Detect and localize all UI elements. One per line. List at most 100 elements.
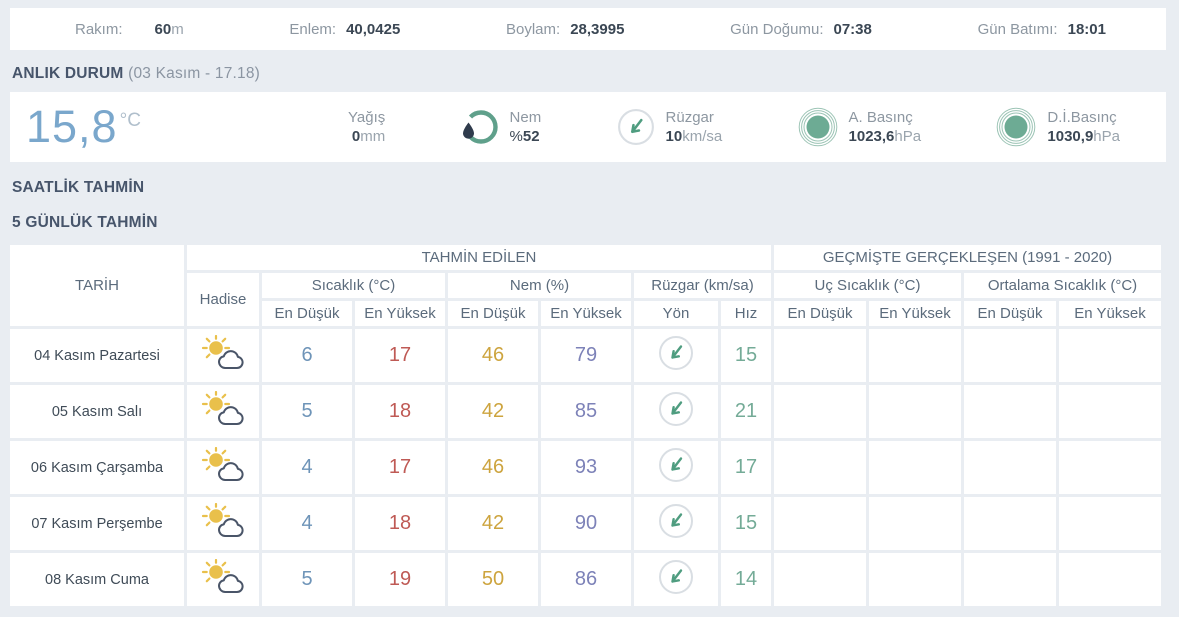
cell-hist-avg-max xyxy=(1059,329,1161,382)
cell-wind-speed: 15 xyxy=(721,497,771,550)
precipitation-unit: mm xyxy=(360,128,386,145)
header-date: TARİH xyxy=(10,245,184,326)
current-timestamp: (03 Kasım - 17.18) xyxy=(128,65,261,82)
altitude-unit: m xyxy=(171,20,184,38)
header-temp-min: En Düşük xyxy=(262,301,352,326)
daily-forecast-title: 5 GÜNLÜK TAHMİN xyxy=(12,214,158,231)
current-metrics: Yağış 0mm Nem %52 xyxy=(348,107,1166,147)
cell-hum-min: 46 xyxy=(448,329,538,382)
cell-date: 06 Kasım Çarşamba xyxy=(10,441,184,494)
header-extreme-max: En Yüksek xyxy=(869,301,961,326)
cell-condition xyxy=(187,497,259,550)
cell-wind-direction xyxy=(634,553,718,606)
header-temp-max: En Yüksek xyxy=(355,301,445,326)
cell-wind-direction xyxy=(634,385,718,438)
cell-temp-max: 19 xyxy=(355,553,445,606)
cell-condition xyxy=(187,329,259,382)
header-average-max: En Yüksek xyxy=(1059,301,1161,326)
cell-wind-direction xyxy=(634,441,718,494)
sunrise-label: Gün Doğumu: xyxy=(730,20,824,38)
cell-temp-min: 4 xyxy=(262,497,352,550)
header-temperature: Sıcaklık (°C) xyxy=(262,273,445,298)
cell-hum-min: 46 xyxy=(448,441,538,494)
droplet-arc-icon xyxy=(462,110,498,144)
cell-hist-extreme-max xyxy=(869,329,961,382)
precipitation-value: 0 xyxy=(351,128,361,145)
latitude-label: Enlem: xyxy=(289,20,337,38)
wind-label: Rüzgar xyxy=(665,108,714,126)
current-temperature: 15,8 °C xyxy=(26,101,348,153)
wind-direction-icon xyxy=(659,504,693,538)
cell-temp-min: 5 xyxy=(262,385,352,438)
cell-hum-max: 93 xyxy=(541,441,631,494)
cell-hist-extreme-max xyxy=(869,385,961,438)
forecast-table: TARİH TAHMİN EDİLEN GEÇMİŞTE GERÇEKLEŞEN… xyxy=(7,242,1164,609)
wind-direction-icon xyxy=(659,560,693,594)
humidity-prefix: % xyxy=(509,128,523,145)
wind-unit: km/sa xyxy=(682,128,723,145)
table-row: 08 Kasım Cuma 5 19 50 86 14 xyxy=(10,553,1161,606)
header-extreme-min: En Düşük xyxy=(774,301,866,326)
wind-direction-icon xyxy=(659,336,693,370)
station-info-bar: Rakım: 60m Enlem: 40,0425 Boylam: 28,399… xyxy=(10,8,1166,50)
wind-direction-icon xyxy=(659,392,693,426)
wind-value: 10 xyxy=(665,128,683,145)
latitude-value: 40,0425 xyxy=(346,20,401,38)
cell-hist-extreme-min xyxy=(774,441,866,494)
sea-pressure-unit: hPa xyxy=(1093,128,1120,145)
header-event: Hadise xyxy=(187,273,259,326)
cell-hist-avg-max xyxy=(1059,385,1161,438)
sea-pressure-value: 1030,9 xyxy=(1047,128,1094,145)
cell-hist-extreme-max xyxy=(869,441,961,494)
header-wind: Rüzgar (km/sa) xyxy=(634,273,771,298)
cell-hum-max: 86 xyxy=(541,553,631,606)
current-section-title: ANLIK DURUM (03 Kasım - 17.18) xyxy=(12,65,1166,83)
cell-hist-avg-min xyxy=(964,553,1056,606)
hourly-forecast-title: SAATLİK TAHMİN xyxy=(12,179,145,196)
humidity-label: Nem xyxy=(509,108,542,126)
sea-level-pressure-metric: D.İ.Basınç 1030,9hPa xyxy=(996,107,1120,147)
header-predicted: TAHMİN EDİLEN xyxy=(187,245,771,270)
cell-hist-extreme-min xyxy=(774,329,866,382)
cell-temp-min: 5 xyxy=(262,553,352,606)
altitude-value: 60 xyxy=(154,20,172,38)
humidity-value: 52 xyxy=(522,128,540,145)
partly-cloudy-icon xyxy=(201,390,244,425)
humidity-metric: Nem %52 xyxy=(461,108,542,147)
cell-wind-direction xyxy=(634,329,718,382)
cell-hum-min: 42 xyxy=(448,497,538,550)
partly-cloudy-icon xyxy=(201,334,244,369)
cell-hist-avg-min xyxy=(964,497,1056,550)
altitude-item: Rakım: 60m xyxy=(75,21,184,38)
partly-cloudy-icon xyxy=(201,558,244,593)
cell-hist-avg-min xyxy=(964,329,1056,382)
pressure-unit: hPa xyxy=(894,128,922,145)
altitude-label: Rakım: xyxy=(75,20,123,38)
sunrise-value: 07:38 xyxy=(833,20,872,38)
forecast-table-body: 04 Kasım Pazartesi 6 17 46 79 15 05 Kası… xyxy=(10,329,1161,606)
precipitation-metric: Yağış 0mm xyxy=(348,108,385,147)
header-average-temperature: Ortalama Sıcaklık (°C) xyxy=(964,273,1161,298)
cell-wind-speed: 21 xyxy=(721,385,771,438)
latitude-item: Enlem: 40,0425 xyxy=(289,21,400,38)
cell-hist-extreme-max xyxy=(869,497,961,550)
wind-direction-icon xyxy=(659,448,693,482)
cell-hum-min: 50 xyxy=(448,553,538,606)
longitude-item: Boylam: 28,3995 xyxy=(506,21,624,38)
cell-hist-avg-min xyxy=(964,441,1056,494)
cell-hist-avg-min xyxy=(964,385,1056,438)
cell-hist-extreme-max xyxy=(869,553,961,606)
table-row: 07 Kasım Perşembe 4 18 42 90 15 xyxy=(10,497,1161,550)
header-hum-min: En Düşük xyxy=(448,301,538,326)
cell-wind-direction xyxy=(634,497,718,550)
cell-wind-speed: 17 xyxy=(721,441,771,494)
header-historical: GEÇMİŞTE GERÇEKLEŞEN (1991 - 2020) xyxy=(774,245,1161,270)
table-row: 04 Kasım Pazartesi 6 17 46 79 15 xyxy=(10,329,1161,382)
partly-cloudy-icon xyxy=(201,446,244,481)
cell-condition xyxy=(187,385,259,438)
cell-date: 05 Kasım Salı xyxy=(10,385,184,438)
pressure-metric: A. Basınç 1023,6hPa xyxy=(798,107,922,147)
table-row: 06 Kasım Çarşamba 4 17 46 93 17 xyxy=(10,441,1161,494)
cell-date: 04 Kasım Pazartesi xyxy=(10,329,184,382)
